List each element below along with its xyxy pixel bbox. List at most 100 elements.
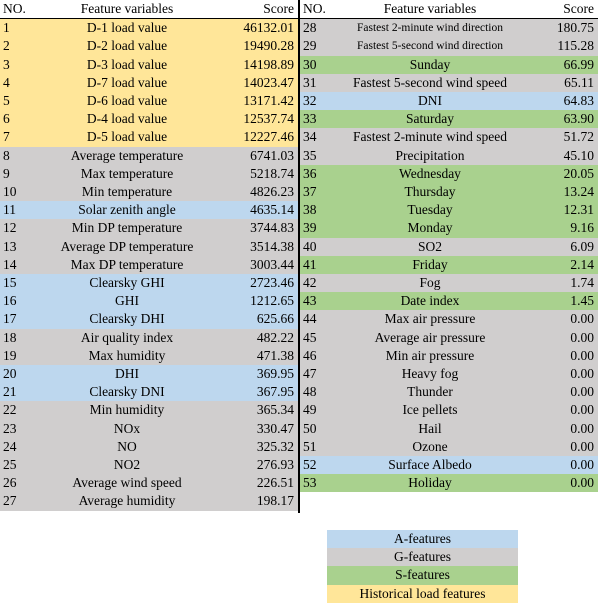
row-number: 31	[303, 74, 317, 90]
feature-score: 4826.23	[250, 184, 294, 200]
feature-score: 13171.42	[243, 93, 294, 109]
feature-name: Average air pressure	[374, 329, 486, 345]
table-header-row: NO. Feature variables Score	[0, 0, 298, 20]
row-number: 14	[3, 256, 17, 272]
header-no: NO.	[0, 0, 36, 20]
feature-score: 0.00	[570, 475, 594, 491]
feature-name: Ozone	[412, 438, 448, 454]
row-number: 27	[3, 493, 17, 509]
feature-name: Min temperature	[81, 184, 173, 200]
feature-score: 46132.01	[243, 20, 294, 36]
table-row: 41 Friday 2.14	[300, 255, 598, 275]
row-number: 44	[303, 311, 317, 327]
feature-name: NOx	[113, 420, 141, 436]
row-number: 15	[3, 275, 17, 291]
header-feature: Feature variables	[330, 0, 530, 20]
feature-name: Clearsky DHI	[89, 311, 165, 327]
feature-score: 12537.74	[243, 111, 294, 127]
column-divider	[298, 0, 300, 513]
feature-score: 625.66	[256, 311, 294, 327]
feature-name: Max humidity	[88, 347, 166, 363]
feature-score: 0.00	[570, 347, 594, 363]
feature-score: 325.32	[256, 438, 294, 454]
table-row: 20 DHI 369.95	[0, 365, 298, 384]
feature-name: Average DP temperature	[60, 238, 194, 254]
row-number: 33	[303, 111, 317, 127]
row-number: 46	[303, 347, 317, 363]
table-row: 33 Saturday 63.90	[300, 110, 598, 129]
feature-score: 0.00	[570, 457, 594, 473]
row-number: 43	[303, 293, 317, 309]
table-row: 49 Ice pellets 0.00	[300, 401, 598, 420]
table-row: 3 D-3 load value 14198.89	[0, 55, 298, 74]
table-row: 37 Thursday 13.24	[300, 183, 598, 202]
feature-name: Min air pressure	[385, 347, 475, 363]
row-number: 32	[303, 93, 317, 109]
feature-name: Max temperature	[80, 165, 174, 181]
table-row: 16 GHI 1212.65	[0, 292, 298, 311]
feature-score: 64.83	[563, 93, 594, 109]
row-number: 6	[3, 111, 10, 127]
row-number: 20	[3, 366, 17, 382]
feature-score: 5218.74	[250, 165, 294, 181]
table-row: 31 Fastest 5-second wind speed 65.11	[300, 73, 598, 93]
table-row: 45 Average air pressure 0.00	[300, 328, 598, 347]
feature-score: 51.72	[563, 129, 594, 145]
feature-score: 115.28	[557, 38, 594, 54]
feature-name: Hail	[418, 420, 442, 436]
table-row: 12 Min DP temperature 3744.83	[0, 219, 298, 238]
row-number: 36	[303, 165, 317, 181]
feature-score: 180.75	[556, 20, 594, 36]
feature-name: Fastest 5-second wind direction	[357, 40, 503, 53]
row-number: 38	[303, 202, 317, 218]
table-row: 10 Min temperature 4826.23	[0, 183, 298, 202]
row-number: 18	[3, 329, 17, 345]
table-row: 15 Clearsky GHI 2723.46	[0, 274, 298, 293]
row-number: 2	[3, 38, 10, 54]
feature-score: 63.90	[563, 111, 594, 127]
feature-score: 13.24	[563, 184, 594, 200]
table-row: 7 D-5 load value 12227.46	[0, 128, 298, 147]
table-row: 38 Tuesday 12.31	[300, 201, 598, 220]
feature-score: 2.14	[570, 256, 594, 272]
row-number: 24	[3, 438, 17, 454]
feature-score: 4635.14	[250, 202, 294, 218]
header-no: NO.	[300, 0, 330, 20]
table-row: 9 Max temperature 5218.74	[0, 164, 298, 184]
legend-item: G-features	[327, 548, 518, 567]
feature-name: Sunday	[409, 56, 451, 72]
feature-score: 6741.03	[250, 147, 294, 163]
feature-name: Clearsky DNI	[89, 384, 165, 400]
feature-name: Average humidity	[78, 493, 176, 509]
row-number: 8	[3, 147, 10, 163]
legend-item: S-features	[327, 566, 518, 585]
feature-score: 19490.28	[243, 38, 294, 54]
feature-name: D-7 load value	[86, 74, 168, 90]
feature-name: Monday	[407, 220, 453, 236]
table-row: 2 D-2 load value 19490.28	[0, 37, 298, 56]
feature-name: Fog	[419, 275, 441, 291]
table-row: 11 Solar zenith angle 4635.14	[0, 201, 298, 220]
table-row: 51 Ozone 0.00	[300, 437, 598, 457]
row-number: 51	[303, 438, 317, 454]
feature-name: Ice pellets	[402, 402, 458, 418]
table-row: 43 Date index 1.45	[300, 292, 598, 311]
row-number: 22	[3, 402, 17, 418]
row-number: 11	[3, 202, 16, 218]
table-row: 27 Average humidity 198.17	[0, 492, 298, 511]
table-row: 17 Clearsky DHI 625.66	[0, 310, 298, 329]
row-number: 53	[303, 475, 317, 491]
row-number: 12	[3, 220, 17, 236]
feature-name: D-6 load value	[86, 93, 168, 109]
feature-name: Precipitation	[395, 147, 465, 163]
row-number: 34	[303, 129, 317, 145]
feature-name: DHI	[115, 366, 139, 382]
feature-score: 0.00	[570, 329, 594, 345]
row-number: 47	[303, 366, 317, 382]
table-row: 53 Holiday 0.00	[300, 474, 598, 493]
row-number: 13	[3, 238, 17, 254]
row-number: 4	[3, 74, 10, 90]
row-number: 7	[3, 129, 10, 145]
table-row: 52 Surface Albedo 0.00	[300, 456, 598, 475]
feature-score: 12227.46	[243, 129, 294, 145]
